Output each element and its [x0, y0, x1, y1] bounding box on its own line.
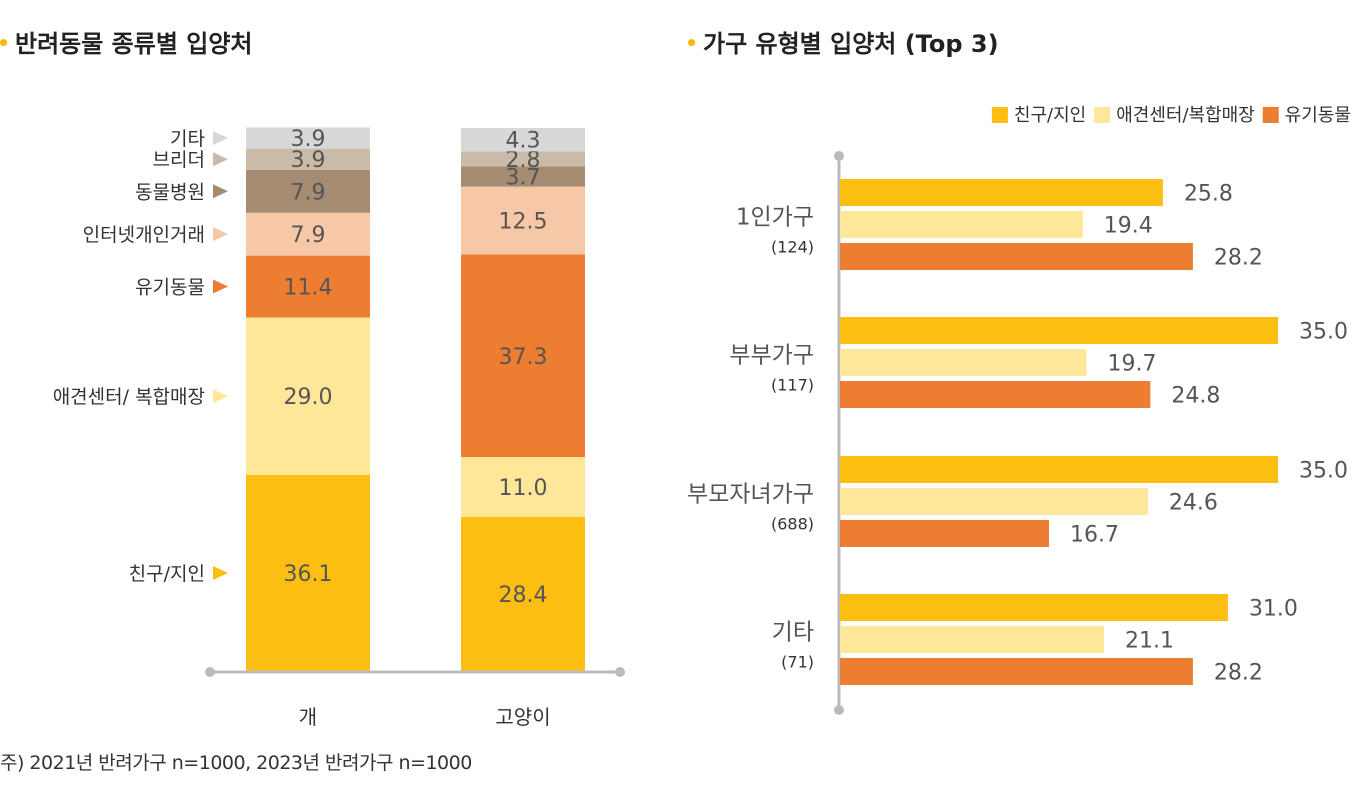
left-chart-title-text: 반려동물 종류별 입양처	[15, 30, 253, 58]
hbar-1인가구-유기동물	[840, 243, 1193, 270]
segment-value-label: 36.1	[284, 562, 333, 587]
hbar-부모자녀가구-유기동물	[840, 520, 1049, 547]
stack-segment-고양이-애견센터-복합매장	[461, 457, 585, 517]
segment-value-label: 12.5	[499, 210, 548, 235]
bullet-dot-icon	[688, 38, 695, 46]
left-chart-title: 반려동물 종류별 입양처	[0, 24, 253, 59]
legend-label: 애견센터/복합매장	[1116, 105, 1255, 126]
segment-value-label: 3.7	[506, 166, 541, 191]
segment-value-label: 4.3	[506, 129, 541, 154]
stack-segment-개-애견센터-복합매장	[246, 317, 370, 475]
stack-segment-고양이-인터넷개인거래	[461, 186, 585, 255]
series-side-label: 친구/지인	[129, 563, 205, 585]
right-chart-title: 가구 유형별 입양처 (Top 3)	[688, 24, 999, 59]
segment-value-label: 7.9	[291, 223, 326, 248]
bullet-dot-icon	[0, 38, 7, 46]
segment-value-label: 2.8	[506, 148, 541, 173]
bar-value-label: 35.0	[1299, 459, 1348, 484]
hbar-부부가구-친구-지인	[840, 317, 1278, 344]
legend-swatch	[1262, 107, 1279, 123]
bar-value-label: 19.7	[1108, 352, 1157, 377]
triangle-marker-icon	[213, 389, 228, 404]
group-sample-size-label: (71)	[781, 653, 814, 672]
bar-value-label: 19.4	[1104, 214, 1153, 239]
stack-segment-고양이-브리더	[461, 151, 585, 167]
hbar-1인가구-애견센터-복합매장	[840, 211, 1083, 238]
triangle-marker-icon	[213, 227, 228, 242]
stack-segment-고양이-친구-지인	[461, 516, 585, 671]
triangle-marker-icon	[213, 184, 228, 199]
hbar-기타-친구-지인	[840, 594, 1228, 621]
segment-value-label: 7.9	[291, 180, 326, 205]
segment-value-label: 11.0	[499, 476, 548, 501]
hbar-부모자녀가구-친구-지인	[840, 456, 1278, 483]
axis-end-dot	[205, 667, 215, 677]
group-category-label: 부모자녀가구	[687, 482, 814, 508]
stack-segment-개-동물병원	[246, 169, 370, 213]
triangle-marker-icon	[213, 152, 228, 167]
bar-value-label: 35.0	[1299, 320, 1348, 345]
x-category-label: 고양이	[495, 705, 550, 729]
segment-value-label: 29.0	[284, 385, 333, 410]
group-sample-size-label: (124)	[771, 238, 814, 257]
hbar-기타-유기동물	[840, 658, 1193, 685]
stack-segment-개-브리더	[246, 148, 370, 170]
series-side-label: 애견센터/ 복합매장	[53, 386, 205, 408]
stack-segment-개-인터넷개인거래	[246, 212, 370, 256]
axis-end-dot	[615, 667, 625, 677]
segment-value-label: 3.9	[291, 127, 326, 152]
stack-segment-개-기타	[246, 127, 370, 149]
hbar-1인가구-친구-지인	[840, 179, 1163, 206]
stack-segment-개-친구-지인	[246, 474, 370, 671]
legend-label: 친구/지인	[1014, 105, 1086, 126]
hbar-기타-애견센터-복합매장	[840, 626, 1105, 653]
footnote: 주) 2021년 반려가구 n=1000, 2023년 반려가구 n=1000	[0, 752, 472, 774]
bar-value-label: 31.0	[1249, 597, 1298, 622]
hbar-부모자녀가구-애견센터-복합매장	[840, 488, 1148, 515]
legend-swatch	[991, 107, 1008, 123]
group-sample-size-label: (117)	[771, 376, 814, 395]
triangle-marker-icon	[213, 279, 228, 294]
stack-segment-개-유기동물	[246, 255, 370, 318]
group-category-label: 1인가구	[736, 205, 814, 231]
stack-segment-고양이-유기동물	[461, 254, 585, 458]
group-sample-size-label: (688)	[771, 515, 814, 534]
bar-value-label: 21.1	[1125, 629, 1174, 654]
legend-swatch	[1094, 107, 1111, 123]
right-chart-title-text: 가구 유형별 입양처 (Top 3)	[703, 30, 999, 58]
segment-value-label: 37.3	[499, 345, 548, 370]
series-side-label: 기타	[170, 128, 205, 150]
segment-value-label: 28.4	[499, 583, 548, 608]
stack-segment-고양이-동물병원	[461, 166, 585, 187]
hbar-부부가구-유기동물	[840, 381, 1151, 408]
group-category-label: 기타	[772, 620, 814, 646]
bar-value-label: 25.8	[1184, 182, 1233, 207]
legend-label: 유기동물	[1285, 105, 1351, 126]
series-side-label: 동물병원	[135, 181, 205, 203]
triangle-marker-icon	[213, 131, 228, 146]
hbar-부부가구-애견센터-복합매장	[840, 349, 1087, 376]
bar-value-label: 24.6	[1169, 491, 1218, 516]
triangle-marker-icon	[213, 565, 228, 580]
bar-value-label: 28.2	[1214, 246, 1263, 271]
segment-value-label: 11.4	[284, 276, 333, 301]
axis-end-dot	[834, 151, 844, 161]
x-category-label: 개	[299, 705, 317, 729]
series-side-label: 브리더	[153, 149, 205, 171]
series-side-label: 인터넷개인거래	[83, 224, 205, 246]
bar-value-label: 16.7	[1070, 523, 1119, 548]
segment-value-label: 3.9	[291, 148, 326, 173]
bar-value-label: 24.8	[1171, 384, 1220, 409]
bar-value-label: 28.2	[1214, 661, 1263, 686]
group-category-label: 부부가구	[729, 343, 814, 369]
series-side-label: 유기동물	[135, 277, 205, 299]
axis-end-dot	[834, 705, 844, 715]
stack-segment-고양이-기타	[461, 128, 585, 152]
